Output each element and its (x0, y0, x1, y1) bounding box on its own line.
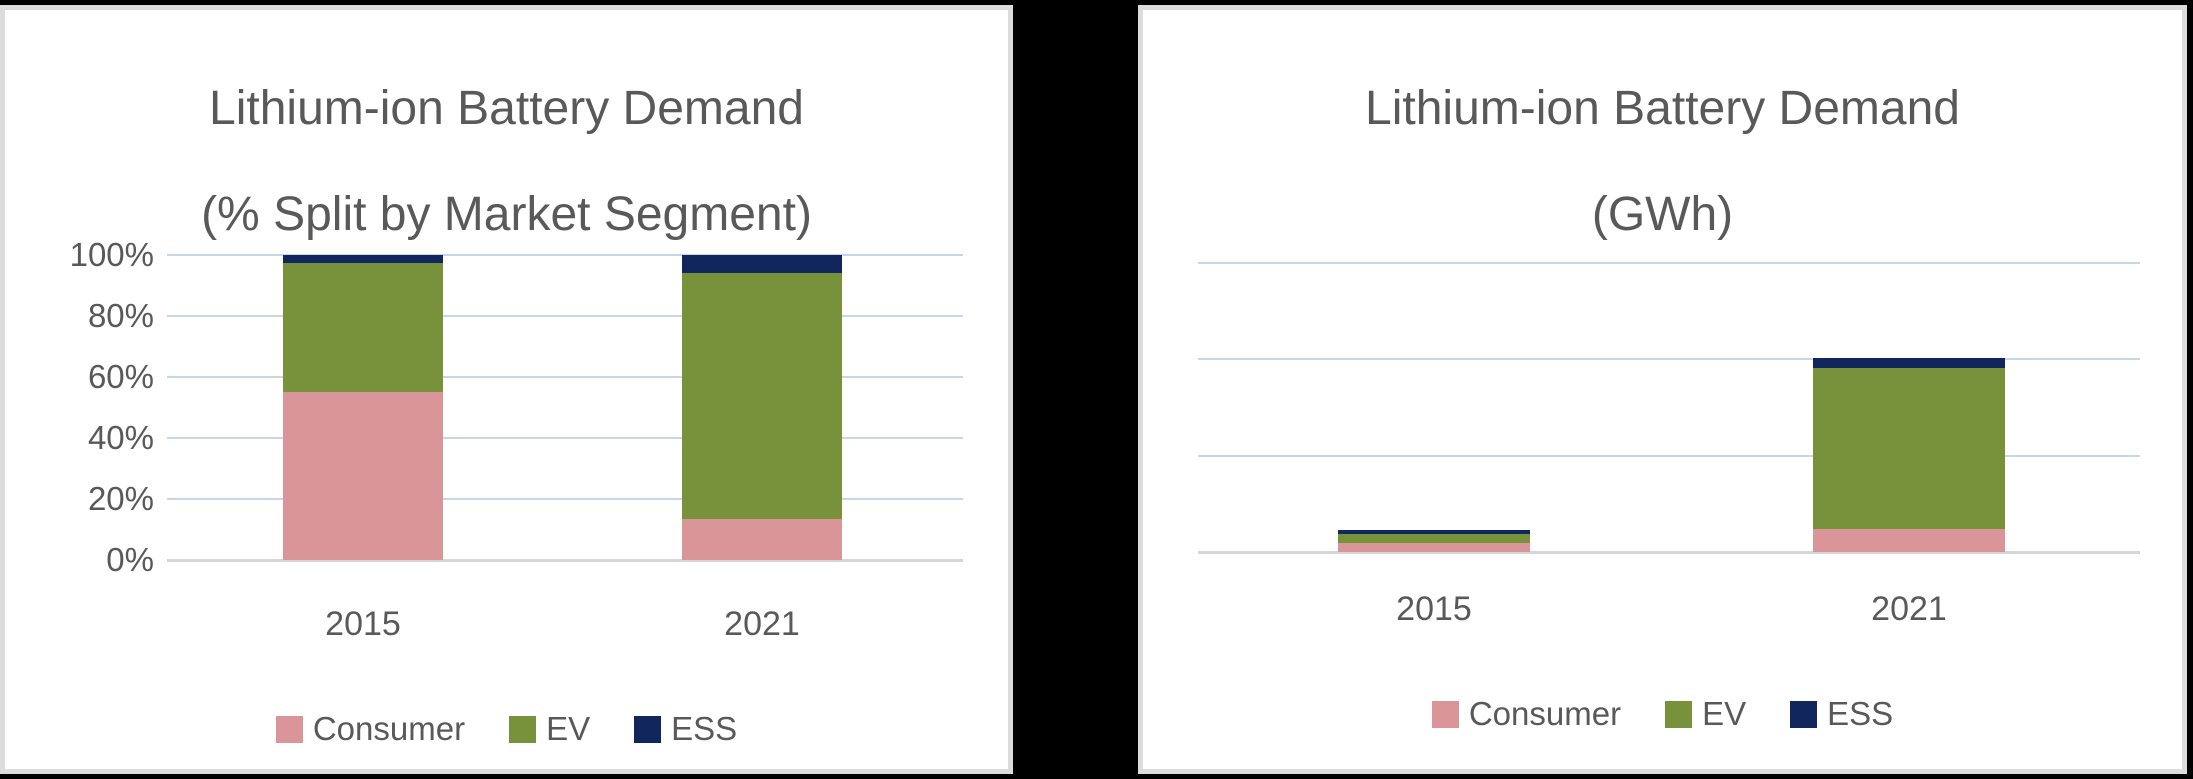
legend-item-ev: EV (509, 710, 590, 748)
bar-segment-2015-ev (283, 262, 443, 393)
legend-item-ess: ESS (634, 710, 737, 748)
bar-segment-2015-consumer (1338, 543, 1530, 552)
y-axis-tick-label: 0% (106, 541, 154, 578)
legend-swatch-consumer-icon (275, 715, 303, 743)
gridline (1198, 358, 2140, 361)
bar-segment-2021-ess (1813, 358, 2005, 369)
bar-segment-2021-consumer (1813, 528, 2005, 552)
gridline (1198, 262, 2140, 264)
legend-label: EV (546, 710, 591, 747)
legend-item-consumer: Consumer (275, 710, 466, 748)
y-axis-tick-label: 60% (87, 358, 154, 395)
bar-2021 (1813, 358, 2005, 552)
x-axis-category-label: 2021 (1871, 590, 1947, 628)
chart-title: Lithium-ion Battery Demand (GWh) (1143, 56, 2182, 268)
bar-segment-2015-ev (1338, 533, 1530, 544)
y-axis-tick-label: 80% (87, 297, 154, 334)
legend: Consumer EV ESS (5, 710, 1008, 748)
plot-area: 2015 2021 (1198, 262, 2140, 628)
gridline (167, 254, 963, 256)
x-axis-category-label: 2015 (325, 605, 401, 643)
y-axis-tick-label: 100% (69, 236, 154, 273)
legend-item-ess: ESS (1790, 695, 1893, 733)
legend-label: Consumer (312, 710, 466, 747)
bar-segment-2021-ev (1813, 368, 2005, 529)
legend-item-consumer: Consumer (1431, 695, 1622, 733)
gridline (167, 498, 963, 500)
bar-2015 (283, 255, 443, 560)
bar-segment-2021-ess (682, 255, 842, 274)
chart-title: Lithium-ion Battery Demand (% Split by M… (5, 56, 1008, 268)
x-axis-line (167, 559, 963, 562)
plot-area: 0% 20% 40% 60% 80% 100% 2015 2021 (70, 236, 963, 643)
chart-title-line1: Lithium-ion Battery Demand (209, 82, 804, 135)
gridline (1198, 454, 2140, 457)
legend-label: ESS (1827, 695, 1894, 732)
chart-title-line2: (GWh) (1591, 188, 1734, 241)
bar-segment-2015-ess (1338, 529, 1530, 534)
legend-label: ESS (671, 710, 738, 747)
bar-segment-2015-consumer (283, 392, 443, 560)
legend-item-ev: EV (1665, 695, 1746, 733)
bar-segment-2021-ev (682, 273, 842, 519)
legend-swatch-ess-icon (634, 715, 662, 743)
legend-swatch-consumer-icon (1431, 700, 1459, 728)
bar-segment-2015-ess (283, 255, 443, 263)
chart-panel-percent-split: Lithium-ion Battery Demand (% Split by M… (0, 5, 1013, 774)
legend: Consumer EV ESS (1143, 695, 2182, 733)
legend-swatch-ess-icon (1790, 700, 1818, 728)
legend-swatch-ev-icon (509, 715, 537, 743)
legend-label: Consumer (1468, 695, 1622, 732)
bar-2015 (1338, 529, 1530, 552)
gridline (167, 315, 963, 317)
y-axis-tick-label: 20% (87, 480, 154, 517)
x-axis-category-label: 2015 (1396, 590, 1472, 628)
bar-segment-2021-consumer (682, 518, 842, 560)
x-axis-category-label: 2021 (724, 605, 800, 643)
chart-panel-gwh: Lithium-ion Battery Demand (GWh) 2015 202… (1138, 5, 2187, 774)
x-axis-line (1198, 551, 2140, 554)
legend-label: EV (1702, 695, 1747, 732)
bar-2021 (682, 255, 842, 560)
chart-title-line1: Lithium-ion Battery Demand (1365, 82, 1960, 135)
y-axis-tick-label: 40% (87, 419, 154, 456)
legend-swatch-ev-icon (1665, 700, 1693, 728)
chart-title-line2: (% Split by Market Segment) (201, 188, 812, 241)
gridline (167, 437, 963, 439)
gridline (167, 376, 963, 378)
